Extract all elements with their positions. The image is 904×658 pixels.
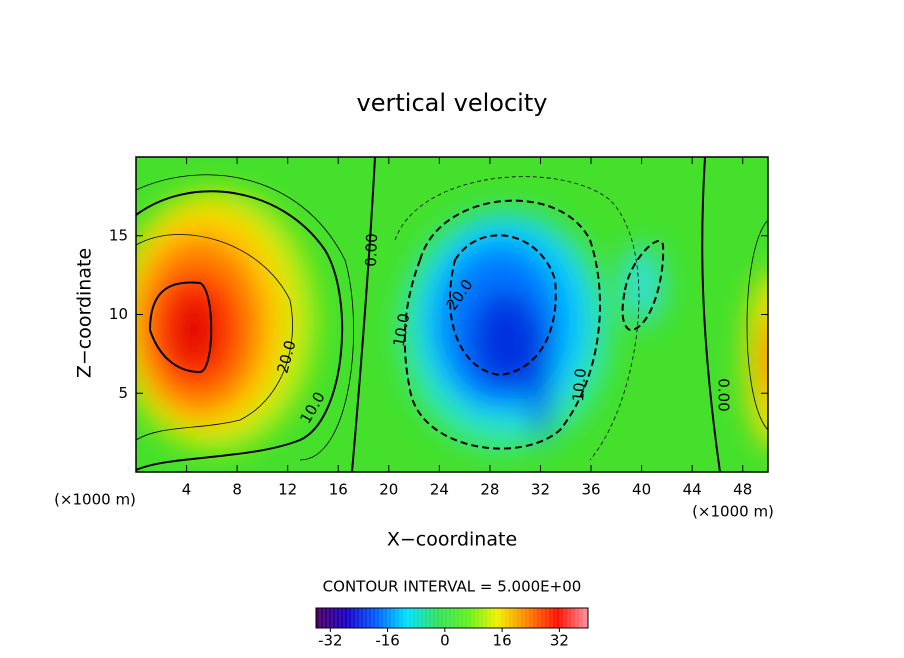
x-tick-label: 8 (232, 481, 242, 499)
colorbar (315, 607, 589, 629)
colorbar-tick-label: 32 (550, 632, 569, 650)
contour-label: 10.0 (390, 312, 414, 348)
colorbar-tick-label: 16 (493, 632, 512, 650)
x-tick-label: 28 (480, 481, 499, 499)
y-tick-label: 5 (118, 384, 128, 402)
x-tick-label: 48 (733, 481, 752, 499)
x-tick-label: 40 (632, 481, 651, 499)
contour-label: 10.0 (569, 368, 590, 403)
colorbar-tick-label: -16 (375, 632, 400, 650)
colorbar-tick-label: 0 (440, 632, 450, 650)
x-tick-label: 16 (329, 481, 348, 499)
chart-title: vertical velocity (357, 89, 548, 117)
x-tick-label: 32 (531, 481, 550, 499)
x-unit-label: (×1000 m) (54, 491, 136, 509)
x-unit-label: (×1000 m) (692, 503, 774, 521)
y-tick-label: 10 (109, 305, 128, 323)
y-tick-label: 15 (109, 226, 128, 244)
contour-field (136, 157, 768, 472)
x-tick-label: 44 (683, 481, 702, 499)
x-tick-label: 4 (182, 481, 192, 499)
contour-interval: CONTOUR INTERVAL = 5.000E+00 (323, 578, 582, 596)
y-axis-label: Z−coordinate (74, 248, 96, 378)
x-tick-label: 20 (379, 481, 398, 499)
x-tick-label: 24 (430, 481, 449, 499)
contour-label: 0.00 (715, 378, 733, 411)
contour-label: 0.00 (362, 233, 381, 267)
x-tick-label: 36 (581, 481, 600, 499)
colorbar-tick-label: -32 (318, 632, 343, 650)
x-tick-label: 12 (278, 481, 297, 499)
x-axis-label: X−coordinate (387, 529, 517, 551)
